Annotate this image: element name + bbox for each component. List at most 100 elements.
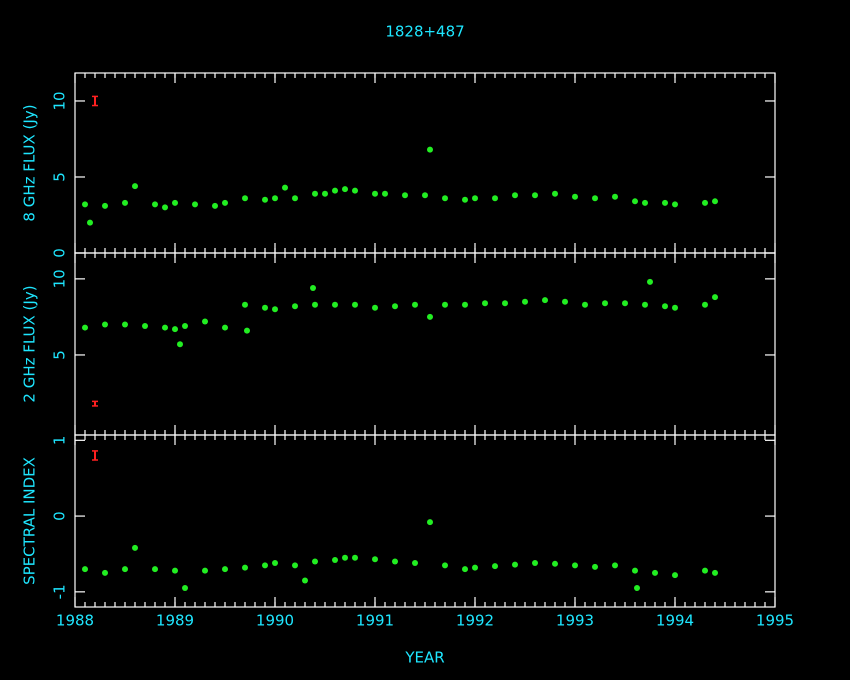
x-tick-label: 1988 (56, 612, 94, 630)
data-point (427, 313, 433, 320)
data-point (652, 569, 658, 576)
data-point (102, 321, 108, 328)
data-point (712, 198, 718, 205)
data-point (632, 567, 638, 574)
data-point (244, 327, 250, 334)
data-point (712, 569, 718, 576)
data-point (427, 146, 433, 153)
data-point (462, 301, 468, 308)
data-point (372, 304, 378, 311)
data-point (372, 556, 378, 563)
data-point (162, 204, 168, 211)
data-point (672, 201, 678, 208)
data-point (532, 192, 538, 199)
data-point (427, 519, 433, 526)
data-point (512, 561, 518, 568)
data-point (332, 187, 338, 194)
data-point (242, 564, 248, 571)
data-point (222, 199, 228, 206)
data-point (202, 567, 208, 574)
data-point (122, 566, 128, 573)
y-tick-label: -1 (51, 584, 69, 599)
data-point (202, 318, 208, 325)
data-point (352, 301, 358, 308)
x-tick-label: 1989 (156, 612, 194, 630)
panel-frame (74, 72, 776, 254)
data-point (182, 323, 188, 330)
data-point (262, 304, 268, 311)
data-point (492, 563, 498, 570)
data-point (172, 326, 178, 333)
data-point (242, 195, 248, 202)
data-point (352, 554, 358, 561)
data-point (172, 567, 178, 574)
data-point (582, 301, 588, 308)
data-point (312, 190, 318, 197)
data-point (152, 566, 158, 573)
data-point (462, 196, 468, 203)
data-point (622, 300, 628, 307)
y-tick-label: 1 (51, 436, 69, 446)
x-tick-label: 1993 (556, 612, 594, 630)
data-point (310, 285, 316, 291)
y-axis-label: 8 GHz FLUX (Jy) (21, 104, 39, 221)
y-axis-label: SPECTRAL INDEX (21, 457, 39, 585)
data-point (462, 566, 468, 573)
data-point (522, 298, 528, 305)
data-point (512, 192, 518, 199)
x-tick-label: 1990 (256, 612, 294, 630)
data-point (572, 562, 578, 569)
data-point (242, 301, 248, 308)
chart-title: 1828+487 (385, 23, 464, 41)
data-point (282, 184, 288, 191)
data-point (322, 190, 328, 197)
data-point (82, 324, 88, 331)
data-point (702, 199, 708, 206)
data-point (602, 300, 608, 307)
data-point (642, 301, 648, 308)
data-point (552, 190, 558, 197)
data-point (172, 199, 178, 206)
data-point (212, 202, 218, 209)
data-point (592, 563, 598, 570)
data-point (292, 562, 298, 569)
data-point (412, 301, 418, 308)
data-point (392, 303, 398, 310)
data-point (177, 341, 183, 348)
data-point (412, 560, 418, 567)
data-point (372, 190, 378, 197)
data-point (182, 585, 188, 592)
data-point (82, 201, 88, 208)
data-point (302, 577, 308, 584)
data-point (672, 304, 678, 311)
data-point (572, 193, 578, 200)
y-tick-label: 10 (51, 269, 69, 288)
data-point (272, 560, 278, 567)
x-axis-label: YEAR (404, 649, 444, 667)
data-point (402, 192, 408, 199)
data-point (392, 558, 398, 565)
y-tick-label: 10 (51, 91, 69, 110)
data-point (612, 193, 618, 200)
data-point (162, 324, 168, 331)
data-point (332, 301, 338, 308)
y-tick-label: 5 (51, 172, 69, 182)
data-point (102, 202, 108, 209)
x-tick-label: 1991 (356, 612, 394, 630)
y-axis-label: 2 GHz FLUX (Jy) (21, 285, 39, 402)
data-point (222, 566, 228, 573)
data-point (472, 564, 478, 571)
data-point (152, 201, 158, 208)
data-point (712, 294, 718, 301)
data-point (272, 306, 278, 313)
data-point (312, 301, 318, 308)
y-tick-label: 0 (51, 511, 69, 521)
data-point (647, 278, 653, 285)
data-point (222, 324, 228, 331)
data-point (382, 190, 388, 197)
data-point (122, 321, 128, 328)
data-point (332, 557, 338, 564)
data-point (87, 219, 93, 226)
